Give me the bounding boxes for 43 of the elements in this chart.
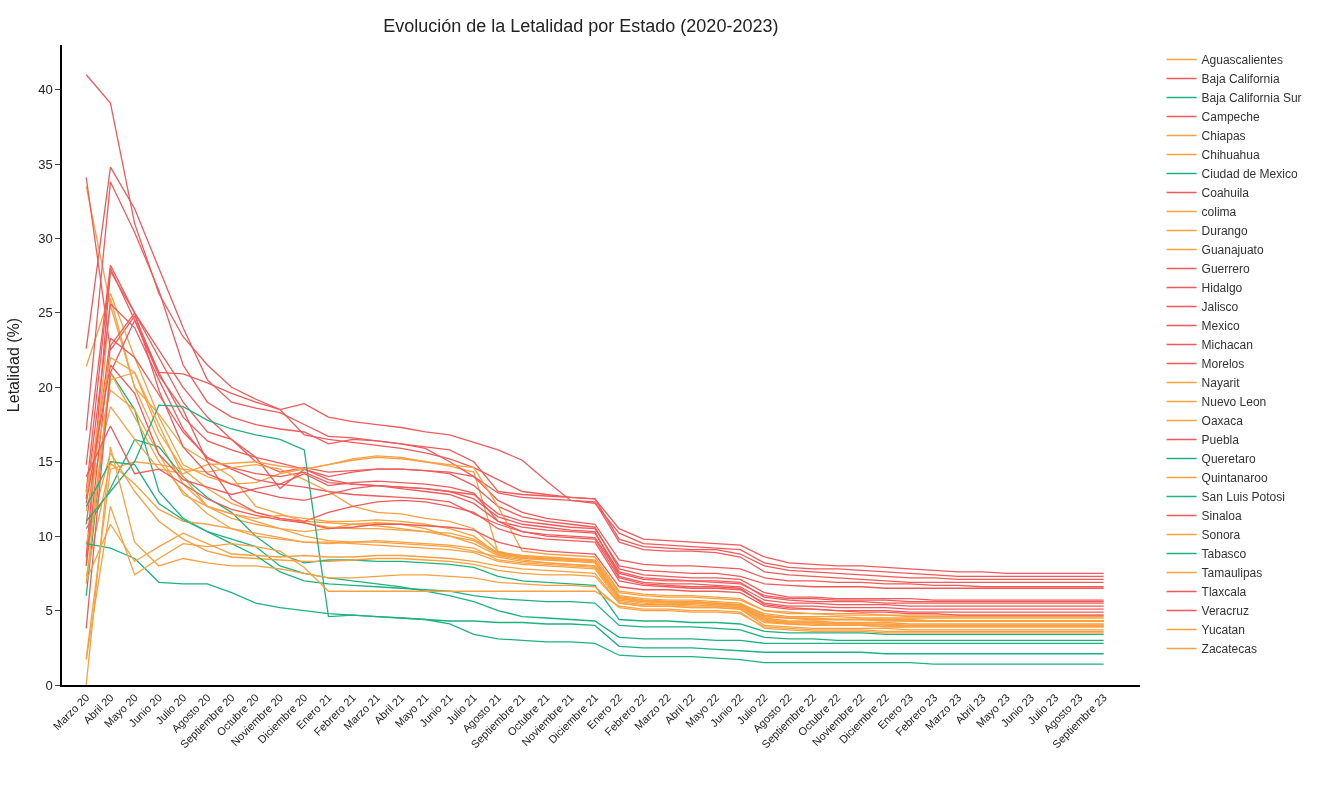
legend-label: Yucatan: [1201, 623, 1245, 638]
legend-label: Aguascalientes: [1201, 53, 1283, 68]
y-tick-label: 40: [38, 82, 53, 98]
legend-label: Veracruz: [1201, 604, 1249, 619]
y-tick-label: 30: [38, 231, 53, 247]
legend-label: colima: [1201, 205, 1237, 220]
legend-label: Quintanaroo: [1201, 471, 1268, 486]
y-tick-label: 5: [45, 603, 53, 619]
y-axis-title: Letalidad (%): [4, 317, 22, 413]
legend-label: San Luis Potosi: [1201, 490, 1285, 505]
legend-label: Jalisco: [1201, 300, 1239, 315]
legend-label: Queretaro: [1201, 452, 1256, 467]
legend-label: Ciudad de Mexico: [1201, 167, 1298, 182]
y-tick-label: 20: [38, 379, 53, 395]
y-tick-label: 35: [38, 156, 53, 172]
legend-label: Michacan: [1201, 338, 1253, 353]
legend-label: Baja California Sur: [1201, 91, 1302, 106]
legend-label: Coahuila: [1201, 186, 1250, 201]
legend-label: Tlaxcala: [1201, 585, 1247, 600]
y-tick-label: 15: [38, 454, 53, 470]
legend-label: Puebla: [1201, 433, 1240, 448]
y-tick-label: 0: [45, 677, 53, 693]
legend-label: Durango: [1201, 224, 1248, 239]
chart-title: Evolución de la Letalidad por Estado (2020-2023): [383, 15, 779, 36]
legend-label: Campeche: [1201, 110, 1260, 125]
legend-label: Hidalgo: [1201, 281, 1243, 296]
legend-label: Nayarit: [1201, 376, 1241, 391]
y-tick-label: 10: [38, 528, 53, 544]
legend-label: Nuevo Leon: [1201, 395, 1267, 410]
legend-label: Chiapas: [1201, 129, 1246, 144]
legend-label: Guanajuato: [1201, 243, 1264, 258]
legend-label: Chihuahua: [1201, 148, 1260, 163]
legend-label: Sinaloa: [1201, 509, 1242, 524]
legend-label: Morelos: [1201, 357, 1245, 372]
legend-label: Oaxaca: [1201, 414, 1244, 429]
y-tick-label: 25: [38, 305, 53, 321]
legend-label: Baja California: [1201, 72, 1280, 87]
legend-label: Tabasco: [1201, 547, 1247, 562]
legend-label: Guerrero: [1201, 262, 1250, 277]
legend-label: Sonora: [1201, 528, 1241, 543]
legend-label: Mexico: [1201, 319, 1240, 334]
legend-label: Tamaulipas: [1201, 566, 1263, 581]
legend-label: Zacatecas: [1201, 642, 1257, 657]
